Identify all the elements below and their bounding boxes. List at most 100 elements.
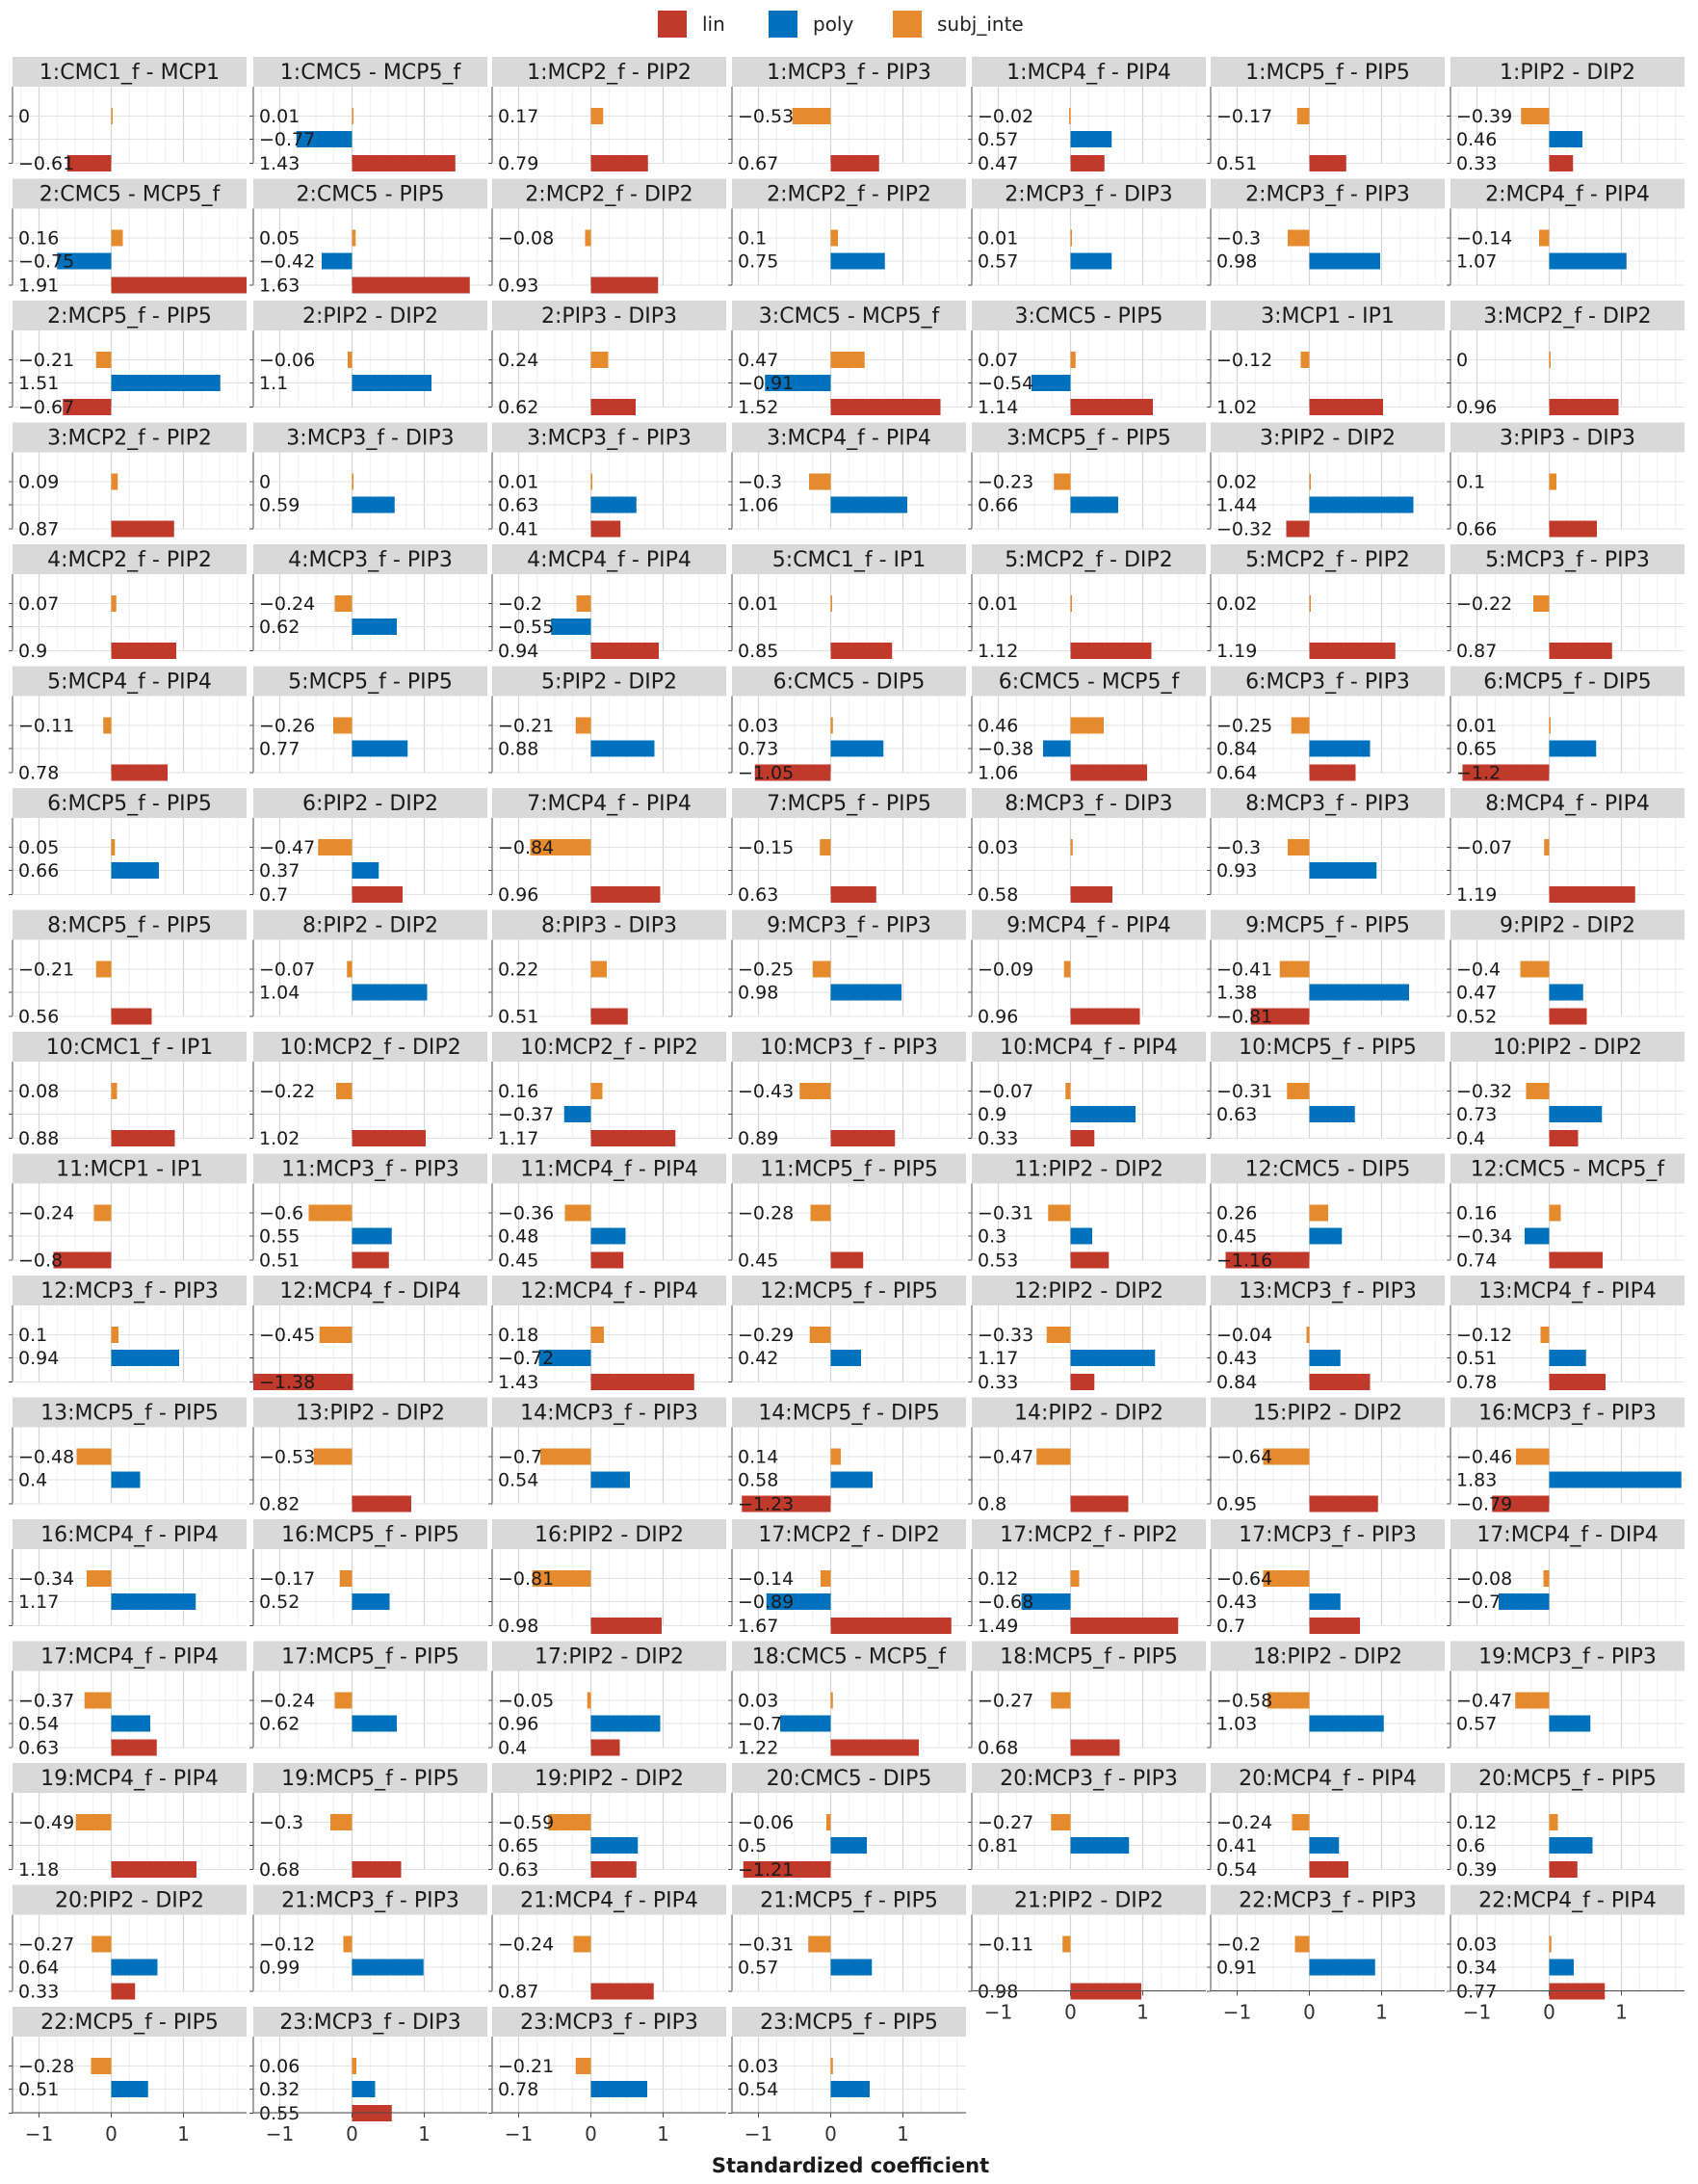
facet-panel: 13:PIP2 - DIP2 0.82 −0.53	[249, 1397, 487, 1515]
bar-subj_inte	[575, 717, 591, 734]
value-label-poly: 0.88	[498, 739, 538, 760]
bar-lin	[352, 1861, 402, 1878]
value-label-lin: 0.67	[738, 153, 778, 174]
facet-title: 14:PIP2 - DIP2	[1014, 1402, 1163, 1426]
facet-title: 4:MCP2_f - PIP2	[47, 548, 212, 572]
facet-strip	[253, 422, 487, 453]
facet-panel: 17:MCP3_f - PIP3 0.7 0.43−0.64	[1207, 1519, 1445, 1637]
facet-title: 14:MCP3_f - PIP3	[520, 1402, 698, 1426]
facet-panel: 6:MCP5_f - DIP5 −1.2 0.650.01	[1447, 666, 1685, 784]
facet-panel: 13:MCP3_f - PIP3 0.84 0.43−0.04	[1207, 1276, 1445, 1393]
facet-title: 15:PIP2 - DIP2	[1253, 1402, 1402, 1426]
value-label-lin: 0.85	[738, 641, 778, 662]
bar-lin	[63, 399, 112, 415]
bar-subj_inte	[1279, 960, 1310, 978]
facet-panel: 21:MCP5_f - PIP5 0.57−0.31	[728, 1884, 966, 1992]
value-label-poly: 0.47	[1456, 983, 1497, 1004]
x-axis-title: Standardized coefficient	[712, 2154, 989, 2177]
value-label-subj_inte: −0.17	[259, 1568, 315, 1590]
facet-strip	[972, 1519, 1206, 1549]
facet-strip	[492, 1397, 726, 1428]
facet-strip	[1211, 666, 1445, 697]
facet-title: 5:CMC1_f - IP1	[772, 548, 927, 572]
value-label-lin: 0.4	[498, 1738, 527, 1759]
bar-subj_inte	[1540, 1327, 1550, 1343]
value-label-subj_inte: 0.14	[738, 1447, 778, 1468]
value-label-poly: 0.34	[1456, 1958, 1497, 1979]
value-label-subj_inte: −0.47	[259, 837, 315, 858]
facet-title: 3:CMC5 - MCP5_f	[759, 304, 941, 329]
bar-subj_inte	[95, 960, 112, 978]
value-label-subj_inte: −0.45	[259, 1325, 315, 1346]
facet-title: 2:MCP2_f - PIP2	[767, 183, 931, 207]
facet-title: 1:MCP4_f - PIP4	[1006, 61, 1171, 85]
facet-strip	[253, 1032, 487, 1062]
facet-panel: 10:MCP2_f - DIP2 1.02 −0.22	[249, 1032, 487, 1149]
facet-title: 6:CMC5 - DIP5	[773, 671, 926, 695]
facet-strip	[972, 788, 1206, 818]
facet-title: 12:MCP4_f - PIP4	[520, 1279, 698, 1303]
facet-strip	[1450, 909, 1685, 940]
value-label-subj_inte: −0.34	[18, 1568, 74, 1590]
bar-lin	[1070, 1008, 1140, 1025]
facet-title: 6:MCP3_f - PIP3	[1245, 671, 1410, 695]
facet-title: 21:MCP4_f - PIP4	[520, 1889, 698, 1913]
value-label-subj_inte: −0.15	[738, 837, 794, 858]
facet-strip	[1211, 301, 1445, 330]
value-label-lin: 0.62	[498, 397, 538, 418]
facet-title: 4:MCP4_f - PIP4	[527, 548, 692, 572]
bar-subj_inte	[1309, 595, 1311, 612]
facet-panel: 18:PIP2 - DIP2 1.03−0.58	[1207, 1641, 1445, 1749]
bar-subj_inte	[91, 2058, 112, 2074]
bar-subj_inte	[352, 473, 353, 490]
facet-panel: 3:MCP2_f - DIP2 0.96 0	[1447, 301, 1685, 418]
facet-title: 16:MCP4_f - PIP4	[40, 1523, 219, 1547]
value-label-poly: 0.3	[978, 1226, 1006, 1248]
facet-title: 22:MCP4_f - PIP4	[1478, 1889, 1657, 1913]
bar-poly	[765, 375, 831, 391]
bar-lin	[1070, 155, 1105, 171]
bar-subj_inte	[1526, 1083, 1550, 1099]
value-label-lin: 0.84	[1216, 1372, 1257, 1393]
bar-lin	[1549, 520, 1597, 538]
value-label-subj_inte: 0.16	[1456, 1203, 1497, 1224]
bar-poly	[830, 984, 901, 1001]
facet-panel: 10:MCP2_f - PIP2 1.17 −0.370.16	[488, 1032, 726, 1149]
value-label-subj_inte: 0.07	[978, 350, 1018, 371]
facet-strip	[492, 666, 726, 697]
bar-lin	[1309, 1495, 1378, 1513]
facet-panel: 3:MCP2_f - PIP2 0.87 0.09	[9, 422, 247, 540]
value-label-subj_inte: −0.46	[1456, 1447, 1512, 1468]
facet-title: 1:MCP2_f - PIP2	[527, 61, 692, 85]
value-label-poly: 0.55	[259, 1226, 300, 1248]
facet-strip	[972, 1884, 1206, 1915]
bar-subj_inte	[95, 352, 112, 368]
bar-subj_inte	[1533, 595, 1550, 612]
facet-strip	[732, 544, 966, 574]
value-label-subj_inte: −0.81	[498, 1568, 554, 1590]
facet-strip	[1211, 544, 1445, 574]
bar-lin	[590, 1374, 694, 1390]
value-label-poly: 0.57	[1456, 1714, 1497, 1735]
value-label-subj_inte: −0.06	[738, 1812, 794, 1833]
facet-panel: 12:MCP4_f - PIP4 1.43 −0.720.18	[488, 1276, 726, 1393]
facet-title: 6:CMC5 - MCP5_f	[999, 671, 1181, 695]
value-label-poly: 0.62	[259, 1714, 300, 1735]
facet-strip	[1450, 1884, 1685, 1915]
facet-strip	[972, 178, 1206, 209]
value-label-subj_inte: −0.21	[18, 960, 74, 981]
facet-strip	[1450, 1397, 1685, 1428]
facet-panel: 1:CMC1_f - MCP1 −0.61 0	[9, 57, 247, 174]
facet-strip	[13, 178, 247, 209]
bar-lin	[830, 886, 876, 903]
value-label-poly: 1.04	[259, 983, 300, 1004]
value-label-subj_inte: −0.21	[498, 2056, 554, 2077]
bar-subj_inte	[830, 595, 832, 612]
bar-lin	[1549, 1130, 1579, 1146]
value-label-subj_inte: −0.3	[259, 1812, 303, 1833]
facet-strip	[253, 544, 487, 574]
value-label-lin: 1.67	[738, 1616, 778, 1637]
bar-subj_inte	[590, 108, 604, 124]
value-label-subj_inte: 0.01	[1456, 716, 1497, 737]
